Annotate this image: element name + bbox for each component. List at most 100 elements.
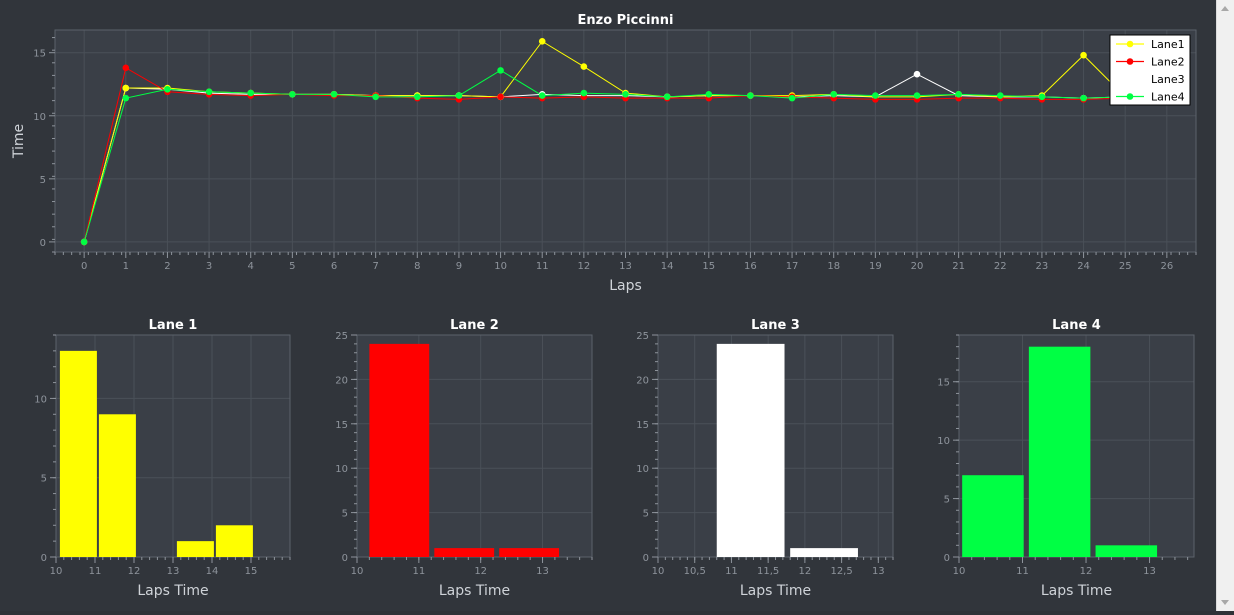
- lane-1-xtick-label: 15: [245, 566, 258, 577]
- line-chart-ytick-label: 5: [40, 175, 46, 186]
- lane-2-ytick-label: 5: [342, 509, 348, 520]
- line-chart-xtick-label: 13: [619, 261, 632, 272]
- lane-1-bar: [98, 414, 136, 557]
- line-chart-xtick-label: 10: [494, 261, 507, 272]
- lane-3-xtick-label: 12,5: [830, 566, 852, 577]
- lane-2-xtick-label: 13: [536, 566, 549, 577]
- lane-1-bar: [215, 525, 253, 557]
- line-chart-xtick-label: 4: [248, 261, 254, 272]
- series-line-lane4: [83, 69, 1126, 243]
- data-point-lane4: [663, 93, 671, 101]
- lap-times-line-chart: 0 1 2 3 4 5 6 7 8 9 10 11 12 13 14 15 16 17 18 19 20 21 22 23 24…: [11, 13, 1197, 294]
- legend-label: Lane4: [1151, 91, 1185, 104]
- line-chart-xtick-label: 15: [702, 261, 715, 272]
- data-point-lane1: [538, 38, 546, 45]
- lane-3-bar: [716, 343, 785, 557]
- lane-3-xtick-label: 11: [725, 566, 738, 577]
- data-point-lane2: [122, 64, 130, 72]
- series-line-lane2: [83, 67, 1126, 243]
- lane-4-xtick-label: 11: [1016, 566, 1029, 577]
- data-point-lane4: [747, 92, 754, 99]
- lane-1-xtick-label: 10: [50, 566, 63, 577]
- lane-2-ytick-label: 15: [335, 420, 348, 431]
- line-chart-title: Enzo Piccinni: [578, 13, 674, 28]
- data-point-lane4: [955, 91, 962, 98]
- lane-2-xtick-label: 10: [351, 566, 364, 577]
- lane-3-bar: [790, 548, 858, 557]
- data-point-lane4: [289, 91, 296, 98]
- lane-1-ytick-label: 0: [41, 553, 47, 564]
- legend-label: Lane2: [1151, 56, 1185, 69]
- data-point-lane4: [122, 94, 130, 102]
- data-point-lane4: [872, 92, 879, 99]
- line-chart-xtick-label: 17: [786, 261, 799, 272]
- lane-4-xtick-label: 10: [953, 566, 966, 577]
- lane-4-xtick-label: 13: [1143, 566, 1156, 577]
- line-chart-ytick-label: 10: [33, 112, 46, 123]
- line-chart-xtick-label: 12: [577, 261, 590, 272]
- lane-1-ytick-label: 5: [41, 474, 47, 485]
- lane-2-bar: [499, 548, 560, 557]
- lane-4-histogram: 10 11 12 13 0 5 10 15 Lane 4 Laps Time: [937, 318, 1195, 599]
- lane-4-ytick-label: 0: [944, 553, 950, 564]
- line-chart-xtick-label: 20: [911, 261, 924, 272]
- line-chart-xtick-label: 25: [1119, 261, 1132, 272]
- legend-label: Lane3: [1151, 73, 1185, 86]
- data-point-lane4: [538, 92, 546, 99]
- data-point-lane3: [913, 70, 921, 78]
- lane-3-xtick-label: 11,5: [757, 566, 779, 577]
- lane-2-ytick-label: 20: [335, 375, 348, 386]
- data-point-lane4: [80, 238, 88, 246]
- line-chart-xtick-label: 23: [1036, 261, 1049, 272]
- lane-3-ytick-label: 0: [643, 553, 649, 564]
- data-point-lane4: [330, 91, 338, 98]
- line-chart-xtick-label: 7: [372, 261, 378, 272]
- legend-swatch-marker: [1126, 40, 1134, 48]
- line-chart-xtick-label: 19: [869, 261, 882, 272]
- lane-2-histogram: 10 11 12 13 0 5 10 15 20 25 Lane 2 Laps Time: [335, 318, 593, 599]
- line-chart-xtick-label: 14: [661, 261, 674, 272]
- lane-1-xtick-label: 13: [167, 566, 180, 577]
- lane-3-ytick-label: 20: [636, 375, 649, 386]
- line-chart-xtick-label: 26: [1160, 261, 1173, 272]
- data-point-lane1: [580, 63, 588, 70]
- lane-2-ytick-label: 25: [335, 331, 348, 342]
- line-chart-xtick-label: 16: [744, 261, 757, 272]
- legend-box: [1109, 34, 1191, 106]
- data-point-lane4: [705, 91, 713, 98]
- data-point-lane4: [1080, 94, 1087, 102]
- line-chart-xtick-label: 2: [164, 261, 170, 272]
- scroll-up-arrow-icon[interactable]: [1221, 6, 1229, 11]
- lane-1-xtick-label: 11: [89, 566, 102, 577]
- line-chart-xtick-label: 18: [827, 261, 840, 272]
- lane-1-x-axis-label: Laps Time: [137, 583, 208, 599]
- scroll-down-arrow-icon[interactable]: [1221, 600, 1229, 605]
- legend-swatch-marker: [1126, 75, 1134, 83]
- lane-4-bar: [962, 475, 1024, 557]
- data-point-lane4: [413, 93, 421, 101]
- line-chart-xtick-label: 1: [123, 261, 129, 272]
- data-point-lane4: [830, 91, 838, 98]
- line-chart-xtick-label: 8: [414, 261, 420, 272]
- data-point-lane4: [788, 94, 796, 102]
- line-chart-xtick-label: 21: [952, 261, 965, 272]
- lane-3-title: Lane 3: [751, 318, 800, 333]
- data-point-lane4: [996, 92, 1004, 99]
- lane-4-xtick-label: 12: [1080, 566, 1093, 577]
- data-point-lane4: [205, 88, 213, 96]
- data-point-lane4: [580, 89, 588, 97]
- legend: Lane1 Lane2 Lane3 Lane4: [1109, 34, 1191, 106]
- lane-3-ytick-label: 5: [643, 509, 649, 520]
- data-point-lane4: [622, 91, 629, 98]
- lane-3-ytick-label: 10: [636, 464, 649, 475]
- line-chart-xtick-label: 5: [289, 261, 295, 272]
- lane-3-histogram: 10 10,5 11 11,5 12 12,5 13 0 5 10 15 20 25 Lane 3 Laps…: [636, 318, 894, 599]
- data-point-lane4: [913, 92, 921, 99]
- lane-2-xtick-label: 11: [412, 566, 425, 577]
- lane-1-title: Lane 1: [149, 318, 198, 333]
- vertical-scrollbar[interactable]: [1216, 0, 1234, 611]
- lane-4-bar: [1095, 545, 1158, 557]
- lane-4-bar: [1028, 346, 1091, 557]
- line-chart-xtick-label: 6: [331, 261, 337, 272]
- lane-3-x-axis-label: Laps Time: [740, 583, 811, 599]
